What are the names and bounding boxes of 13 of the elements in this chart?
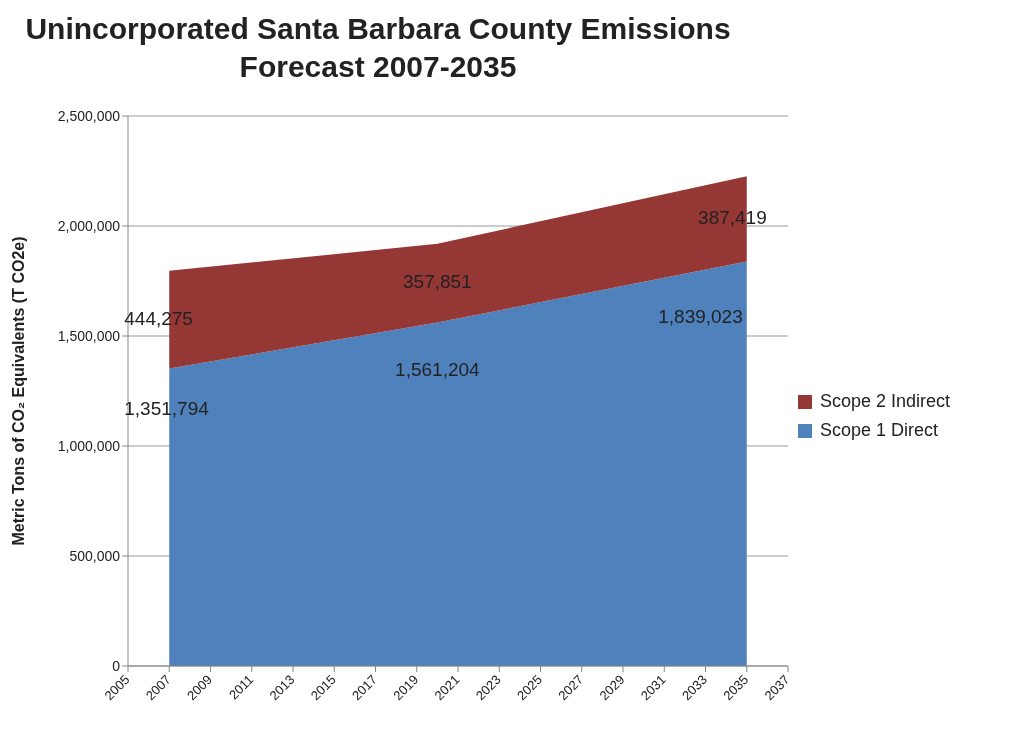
data-label: 1,561,204	[395, 358, 481, 380]
data-label: 357,851	[403, 271, 472, 293]
y-tick-label: 1,500,000	[57, 327, 121, 344]
y-tick-label: 2,500,000	[57, 107, 121, 124]
data-label: 1,839,023	[658, 306, 743, 328]
y-tick-label: 2,000,000	[57, 217, 121, 234]
legend-label: Scope 1 Direct	[820, 420, 939, 441]
chart-title: Unincorporated Santa Barbara County Emissions Forecast 2007-2035	[24, 11, 732, 85]
y-axis-title: Metric Tons of CO₂ Equivalents (T CO2e)	[9, 236, 27, 546]
y-tick-label: 0	[112, 657, 121, 674]
legend-label: Scope 2 Indirect	[820, 391, 951, 412]
y-tick-label: 500,000	[69, 547, 121, 564]
y-tick-label: 1,000,000	[57, 437, 121, 454]
